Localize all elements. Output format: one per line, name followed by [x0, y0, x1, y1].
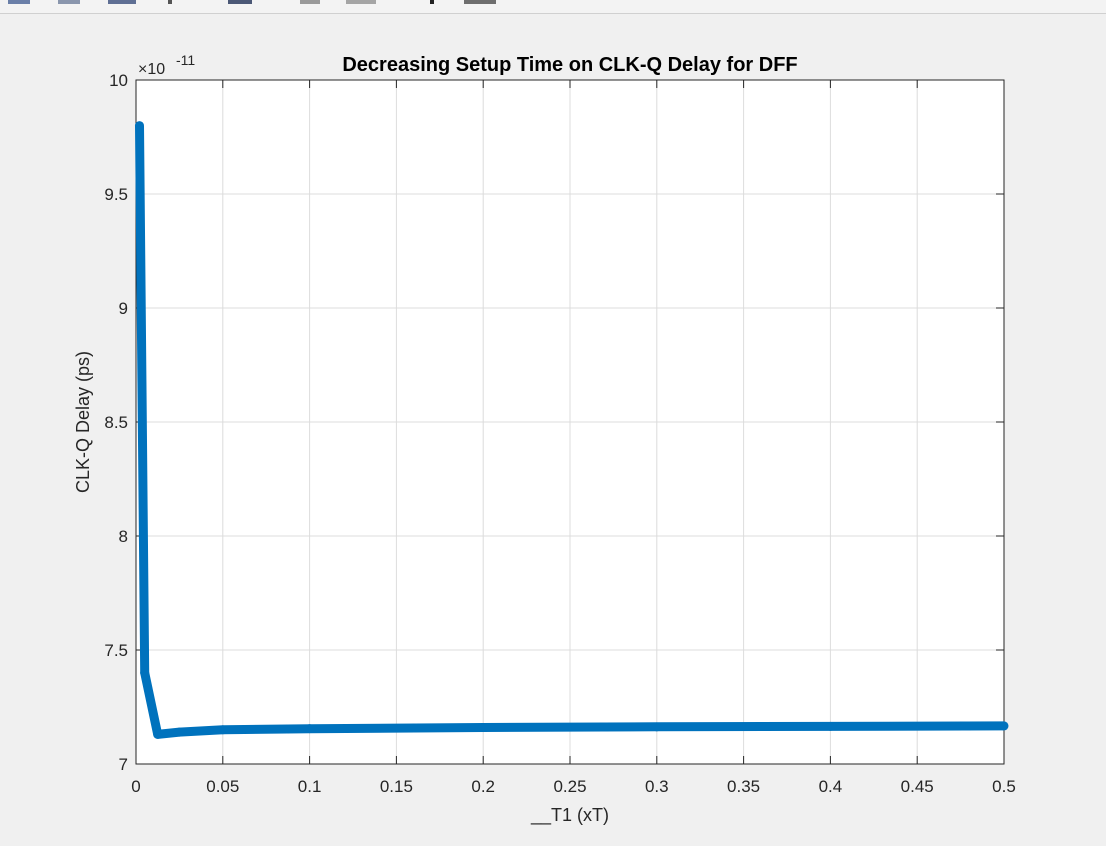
toolbar-icon[interactable] [464, 0, 496, 4]
y-tick-label: 7 [119, 755, 128, 774]
data-point [218, 725, 228, 735]
x-tick-label: 0.25 [553, 777, 586, 796]
toolbar-icon[interactable] [168, 0, 172, 4]
y-tick-label: 9.5 [104, 185, 128, 204]
y-exponent-power: -11 [176, 52, 195, 68]
y-tick-label: 9 [119, 299, 128, 318]
data-points [134, 121, 1009, 739]
y-tick-label: 10 [109, 71, 128, 90]
data-point [999, 721, 1009, 731]
data-point [825, 721, 835, 731]
toolbar-icon[interactable] [108, 0, 136, 4]
data-point [478, 723, 488, 733]
data-point [652, 722, 662, 732]
y-axis-label: CLK-Q Delay (ps) [73, 351, 93, 493]
data-point [140, 668, 150, 678]
y-exponent-base: ×10 [138, 61, 165, 78]
y-tick-label: 8.5 [104, 413, 128, 432]
tick-marks [135, 79, 1005, 765]
toolbar-icon[interactable] [228, 0, 252, 4]
series-line [135, 125, 1005, 739]
toolbar-icon[interactable] [8, 0, 30, 4]
x-tick-label: 0.1 [298, 777, 322, 796]
toolbar-icon[interactable] [430, 0, 434, 4]
data-point [305, 724, 315, 734]
data-point [153, 729, 163, 739]
x-tick-label: 0 [131, 777, 140, 796]
data-point [134, 121, 144, 131]
x-tick-label: 0.05 [206, 777, 239, 796]
chart-title: Decreasing Setup Time on CLK-Q Delay for… [342, 54, 797, 76]
toolbar-icon[interactable] [300, 0, 320, 4]
y-tick-labels: 7 7.5 8 8.5 9 9.5 10 [104, 71, 128, 774]
x-tick-label: 0.35 [727, 777, 760, 796]
x-axis-label: __T1 (xT) [530, 805, 609, 826]
grid-lines [136, 80, 1004, 764]
toolbar-icon[interactable] [346, 0, 376, 4]
x-tick-label: 0.5 [992, 777, 1016, 796]
x-tick-label: 0.2 [471, 777, 495, 796]
x-tick-label: 0.45 [901, 777, 934, 796]
x-tick-label: 0.4 [819, 777, 843, 796]
figure-toolbar [0, 0, 1106, 14]
x-tick-labels: 0 0.05 0.1 0.15 0.2 0.25 0.3 0.35 0.4 0.45 0.5 [131, 777, 1016, 796]
toolbar-icon[interactable] [58, 0, 80, 4]
x-tick-label: 0.3 [645, 777, 669, 796]
y-tick-label: 8 [119, 527, 128, 546]
y-tick-label: 7.5 [104, 641, 128, 660]
data-point [174, 727, 184, 737]
x-tick-label: 0.15 [380, 777, 413, 796]
